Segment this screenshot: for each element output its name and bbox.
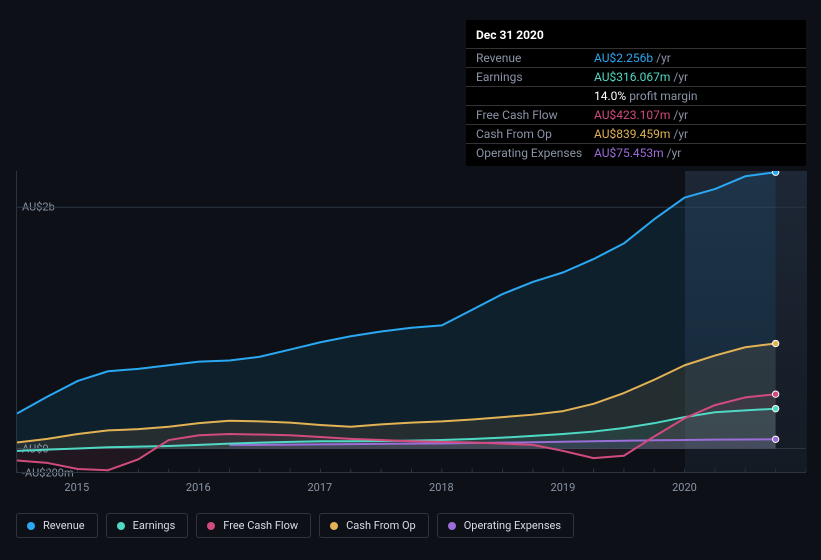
- series-end-marker: [772, 405, 778, 411]
- tooltip-row: Free Cash FlowAU$423.107m/yr: [466, 105, 806, 124]
- legend-item-label: Cash From Op: [346, 519, 416, 532]
- series-end-marker: [772, 391, 778, 397]
- legend-item[interactable]: Revenue: [16, 513, 98, 538]
- x-axis-label: 2016: [186, 481, 211, 494]
- tooltip-row-label: Earnings: [476, 70, 594, 84]
- legend-color-dot: [330, 522, 338, 530]
- tooltip-row-unit: /yr: [673, 127, 688, 141]
- legend-item-label: Free Cash Flow: [223, 519, 298, 532]
- legend-color-dot: [207, 522, 215, 530]
- earnings-history-chart: AU$2bAU$0-AU$200m 2015201620172018201920…: [16, 155, 806, 505]
- legend-item[interactable]: Earnings: [106, 513, 189, 538]
- chart-tooltip: Dec 31 2020 RevenueAU$2.256b/yrEarningsA…: [466, 20, 806, 166]
- tooltip-row-unit: /yr: [656, 51, 671, 65]
- chart-legend: Revenue Earnings Free Cash Flow Cash From O…: [16, 513, 574, 538]
- legend-item-label: Revenue: [43, 519, 85, 532]
- plot-area[interactable]: [16, 171, 806, 473]
- tooltip-row-label: Revenue: [476, 51, 594, 65]
- tooltip-row-value: AU$423.107m: [594, 108, 670, 122]
- tooltip-date: Dec 31 2020: [466, 26, 806, 48]
- x-axis-label: 2018: [429, 481, 454, 494]
- tooltip-row-label: Free Cash Flow: [476, 108, 594, 122]
- tooltip-row-unit: /yr: [673, 108, 688, 122]
- legend-color-dot: [117, 522, 125, 530]
- legend-item-label: Earnings: [133, 519, 176, 532]
- tooltip-row: EarningsAU$316.067m/yr: [466, 67, 806, 86]
- series-end-marker: [772, 340, 778, 346]
- tooltip-row-value: AU$2.256b: [594, 51, 653, 65]
- series-end-marker: [772, 171, 778, 175]
- x-axis-label: 2017: [307, 481, 332, 494]
- tooltip-row-value: AU$839.459m: [594, 127, 670, 141]
- series-end-marker: [772, 436, 778, 442]
- tooltip-row: Cash From OpAU$839.459m/yr: [466, 124, 806, 143]
- legend-color-dot: [27, 522, 35, 530]
- legend-item[interactable]: Cash From Op: [319, 513, 429, 538]
- x-axis-label: 2015: [64, 481, 89, 494]
- tooltip-row-value: 14.0%: [594, 89, 626, 103]
- x-axis-label: 2020: [672, 481, 697, 494]
- legend-item-label: Operating Expenses: [464, 519, 561, 532]
- legend-item[interactable]: Operating Expenses: [437, 513, 574, 538]
- tooltip-row-label: Cash From Op: [476, 127, 594, 141]
- tooltip-row: 14.0%profit margin: [466, 86, 806, 105]
- x-axis-labels: 2015 2016 2017 2018 2019 2020: [16, 477, 806, 497]
- tooltip-row-unit: profit margin: [629, 89, 697, 103]
- tooltip-row: RevenueAU$2.256b/yr: [466, 48, 806, 67]
- legend-item[interactable]: Free Cash Flow: [196, 513, 311, 538]
- x-axis-label: 2019: [551, 481, 576, 494]
- tooltip-row-value: AU$316.067m: [594, 70, 670, 84]
- tooltip-row-unit: /yr: [673, 70, 688, 84]
- legend-color-dot: [448, 522, 456, 530]
